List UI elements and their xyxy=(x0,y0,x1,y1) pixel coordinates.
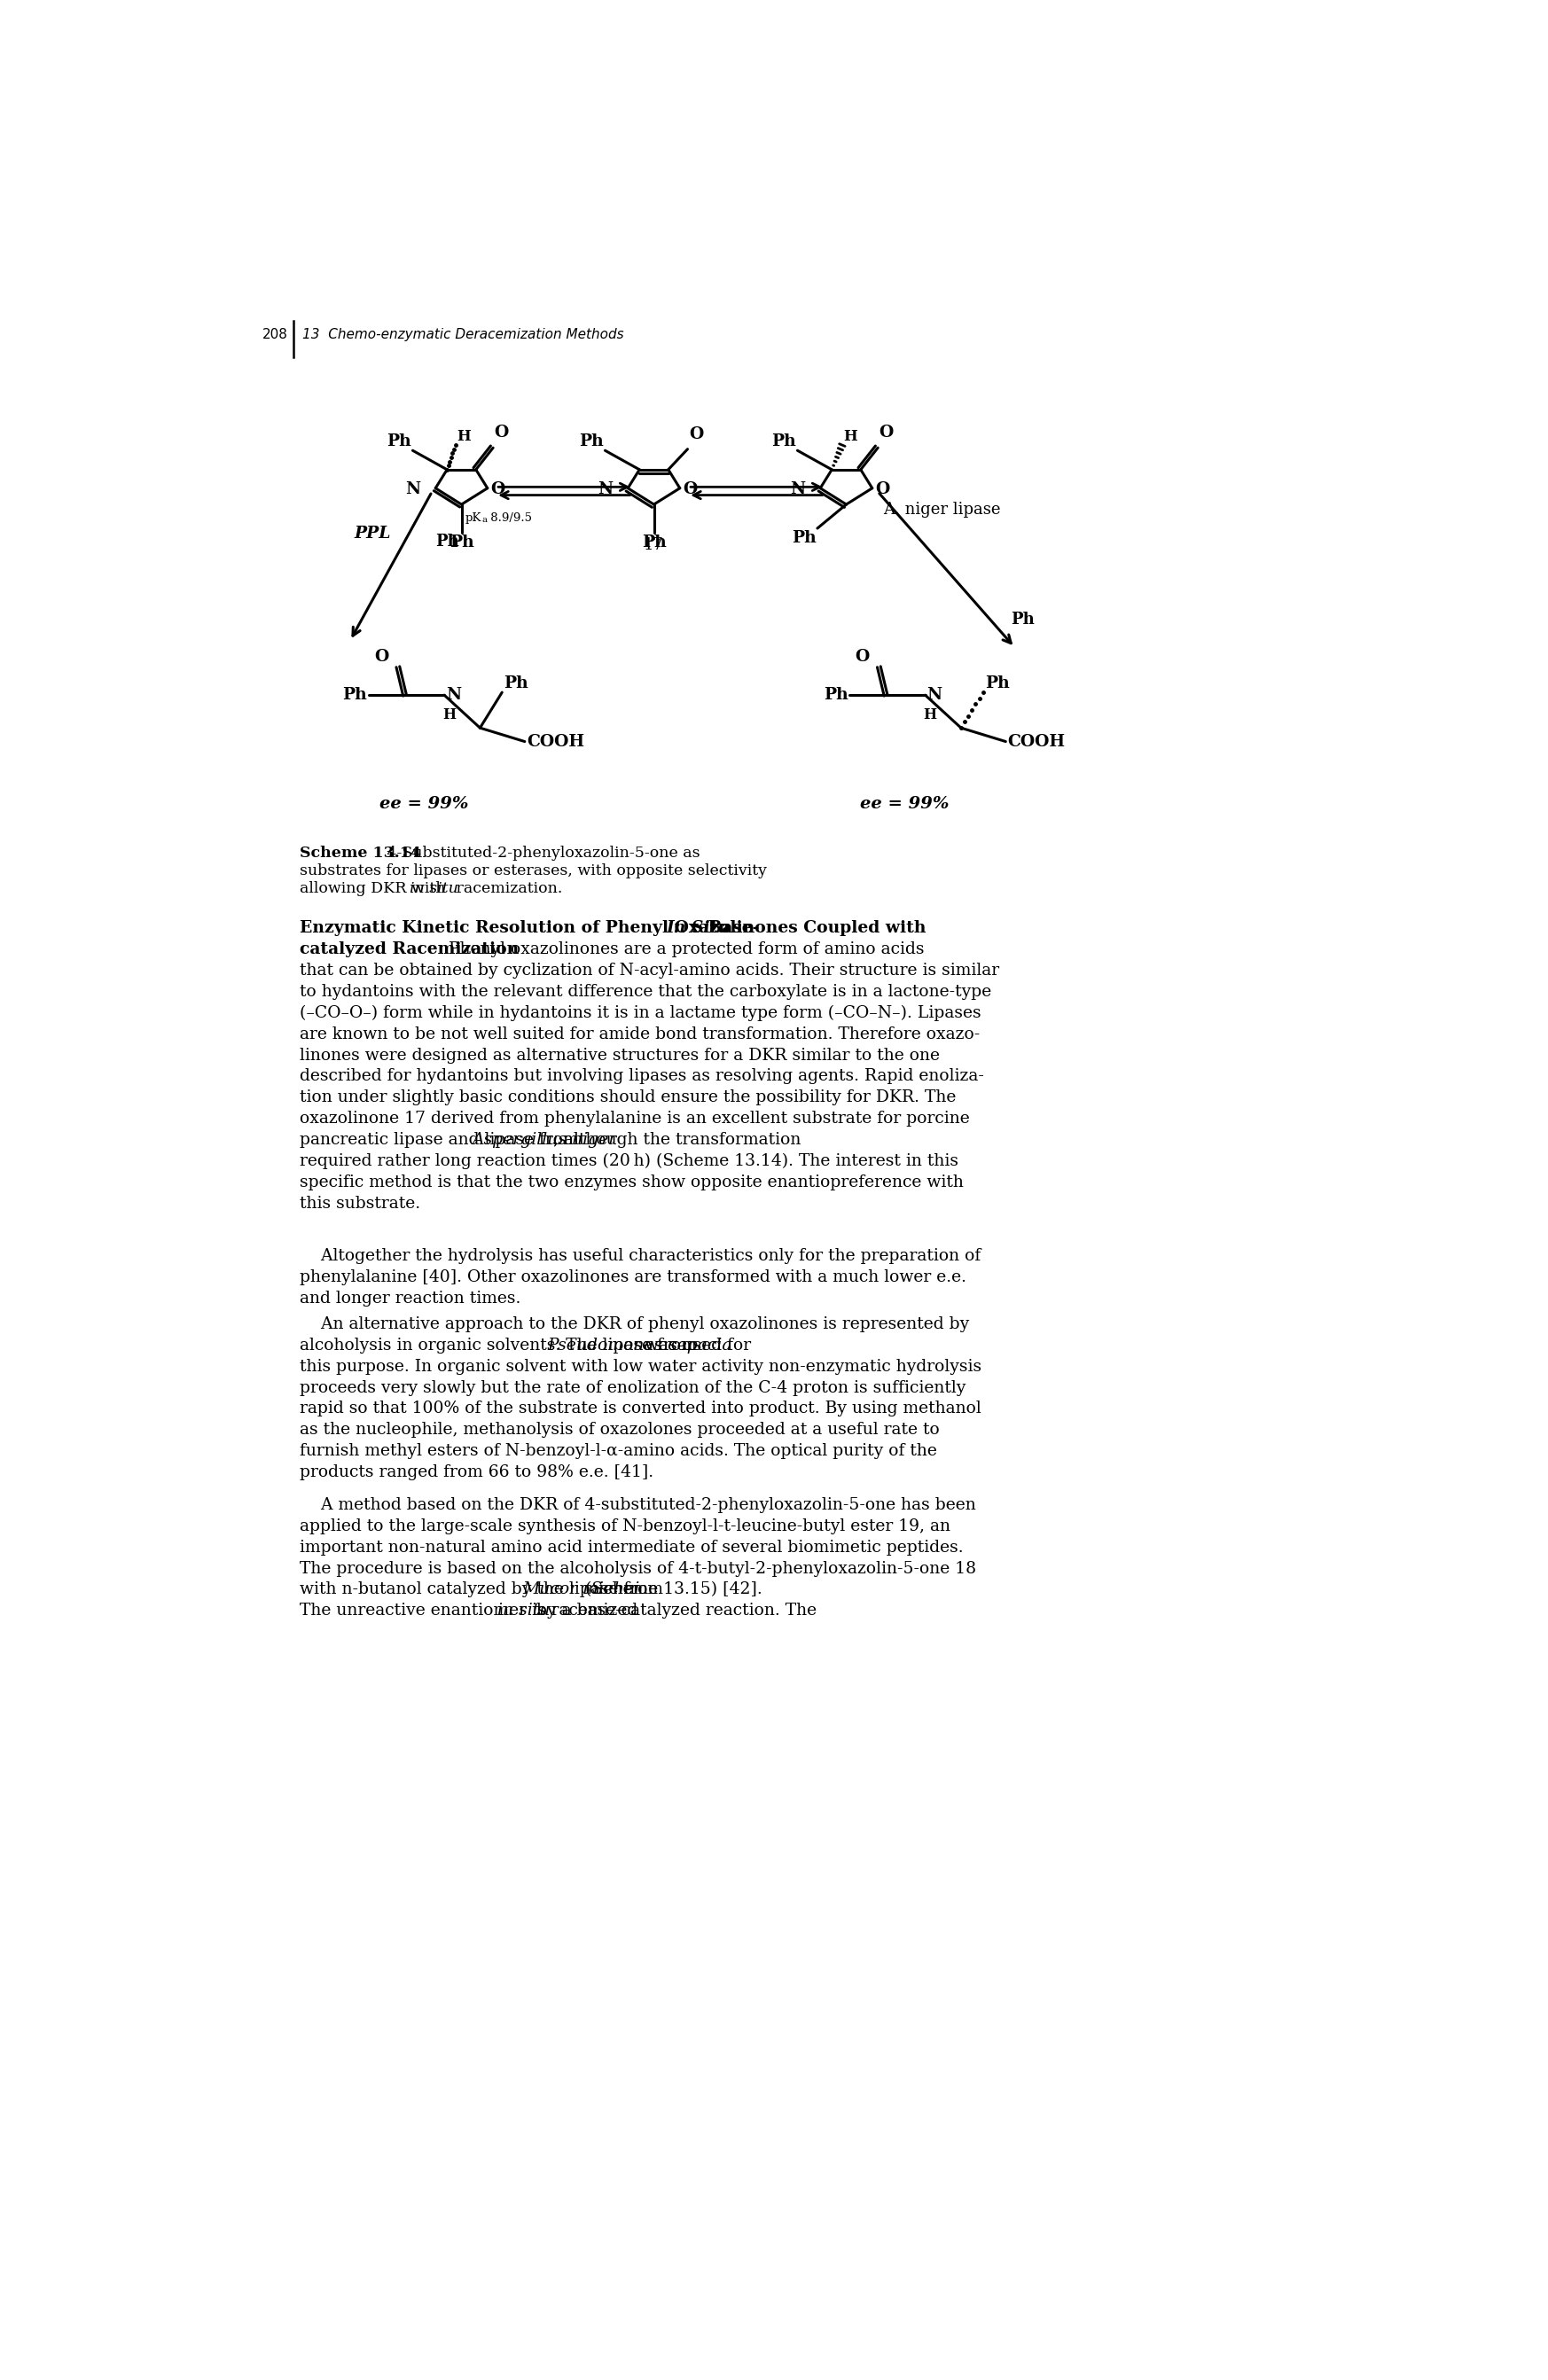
Text: furnish methyl esters of N-benzoyl-l-α-amino acids. The optical purity of the: furnish methyl esters of N-benzoyl-l-α-a… xyxy=(300,1442,938,1459)
Text: N: N xyxy=(598,481,613,497)
Text: N: N xyxy=(789,481,805,497)
Text: O: O xyxy=(375,650,389,664)
Text: COOH: COOH xyxy=(526,733,585,750)
Text: O: O xyxy=(494,426,509,440)
Text: Pseudomonas cepacia: Pseudomonas cepacia xyxy=(548,1338,732,1354)
Text: required rather long reaction times (20 h) (Scheme 13.14). The interest in this: required rather long reaction times (20 … xyxy=(300,1152,958,1169)
Text: (–CO–O–) form while in hydantoins it is in a lactame type form (–CO–N–). Lipases: (–CO–O–) form while in hydantoins it is … xyxy=(300,1004,981,1021)
Text: was used for: was used for xyxy=(639,1338,751,1354)
Text: 8.9/9.5: 8.9/9.5 xyxy=(488,512,533,524)
Text: catalyzed Racemization: catalyzed Racemization xyxy=(300,942,519,957)
Text: O: O xyxy=(491,481,505,497)
Text: and longer reaction times.: and longer reaction times. xyxy=(300,1290,522,1307)
Text: N: N xyxy=(406,481,421,497)
Text: N: N xyxy=(927,688,941,702)
Text: O: O xyxy=(876,481,890,497)
Text: Scheme 13.14: Scheme 13.14 xyxy=(300,845,421,859)
Text: Phenyl oxazolinones are a protected form of amino acids: Phenyl oxazolinones are a protected form… xyxy=(427,942,924,957)
Text: with n-butanol catalyzed by the lipase from: with n-butanol catalyzed by the lipase f… xyxy=(300,1583,669,1597)
Text: Ph: Ph xyxy=(641,536,666,550)
Text: O: O xyxy=(854,650,870,664)
Text: proceeds very slowly but the rate of enolization of the C-4 proton is sufficient: proceeds very slowly but the rate of eno… xyxy=(300,1380,966,1395)
Text: H: H xyxy=(844,428,858,443)
Text: rapid so that 100% of the substrate is converted into product. By using methanol: rapid so that 100% of the substrate is c… xyxy=(300,1402,981,1416)
Text: Ph: Ph xyxy=(342,688,367,702)
Text: alcoholysis in organic solvents. The lipase from: alcoholysis in organic solvents. The lip… xyxy=(300,1338,703,1354)
Text: 13  Chemo-enzymatic Deracemization Methods: 13 Chemo-enzymatic Deracemization Method… xyxy=(302,328,624,340)
Text: An alternative approach to the DKR of phenyl oxazolinones is represented by: An alternative approach to the DKR of ph… xyxy=(300,1316,969,1333)
Text: 4-Substituted-2-phenyloxazolin-5-one as: 4-Substituted-2-phenyloxazolin-5-one as xyxy=(382,845,700,859)
Text: The procedure is based on the alcoholysis of 4-t-butyl-2-phenyloxazolin-5-one 18: The procedure is based on the alcoholysi… xyxy=(300,1561,977,1576)
Text: described for hydantoins but involving lipases as resolving agents. Rapid enoliz: described for hydantoins but involving l… xyxy=(300,1069,985,1085)
Text: are known to be not well suited for amide bond transformation. Therefore oxazo-: are known to be not well suited for amid… xyxy=(300,1026,980,1042)
Text: important non-natural amino acid intermediate of several biomimetic peptides.: important non-natural amino acid interme… xyxy=(300,1540,964,1557)
Text: A method based on the DKR of 4-substituted-2-phenyloxazolin-5-one has been: A method based on the DKR of 4-substitut… xyxy=(300,1497,977,1514)
Text: ee = 99%: ee = 99% xyxy=(861,797,949,812)
Text: pK: pK xyxy=(464,512,481,524)
Text: Ph: Ph xyxy=(435,533,460,550)
Text: Ph: Ph xyxy=(387,433,412,450)
Text: allowing DKR with: allowing DKR with xyxy=(300,881,450,895)
Text: Aspergillus niger: Aspergillus niger xyxy=(472,1133,616,1147)
Text: 208: 208 xyxy=(263,328,288,340)
Text: Ph: Ph xyxy=(579,433,604,450)
Text: Ph: Ph xyxy=(791,531,816,545)
Text: substrates for lipases or esterases, with opposite selectivity: substrates for lipases or esterases, wit… xyxy=(300,864,768,878)
Text: Ph: Ph xyxy=(1011,612,1036,628)
Text: The unreactive enantiomer is racemized: The unreactive enantiomer is racemized xyxy=(300,1602,644,1618)
Text: Mucor miehei: Mucor miehei xyxy=(522,1583,639,1597)
Text: in situ: in situ xyxy=(410,881,458,895)
Text: Enzymatic Kinetic Resolution of Phenyl Oxazolinones Coupled with: Enzymatic Kinetic Resolution of Phenyl O… xyxy=(300,921,932,935)
Text: applied to the large-scale synthesis of N-benzoyl-l-t-leucine-butyl ester 19, an: applied to the large-scale synthesis of … xyxy=(300,1518,950,1535)
Text: products ranged from 66 to 98% e.e. [41].: products ranged from 66 to 98% e.e. [41]… xyxy=(300,1464,653,1480)
Text: O: O xyxy=(879,426,893,440)
Text: , although the transformation: , although the transformation xyxy=(554,1133,802,1147)
Text: ee = 99%: ee = 99% xyxy=(379,797,467,812)
Text: O: O xyxy=(689,426,703,443)
Text: Ph: Ph xyxy=(771,433,796,450)
Text: Ph: Ph xyxy=(449,536,474,550)
Text: tion under slightly basic conditions should ensure the possibility for DKR. The: tion under slightly basic conditions sho… xyxy=(300,1090,957,1107)
Text: COOH: COOH xyxy=(1008,733,1065,750)
Text: a: a xyxy=(481,516,488,524)
Text: linones were designed as alternative structures for a DKR similar to the one: linones were designed as alternative str… xyxy=(300,1047,940,1064)
Text: to hydantoins with the relevant difference that the carboxylate is in a lactone-: to hydantoins with the relevant differen… xyxy=(300,983,992,1000)
Text: by a base-catalyzed reaction. The: by a base-catalyzed reaction. The xyxy=(531,1602,816,1618)
Text: oxazolinone 17 derived from phenylalanine is an excellent substrate for porcine: oxazolinone 17 derived from phenylalanin… xyxy=(300,1111,971,1126)
Text: Ph: Ph xyxy=(824,688,848,702)
Text: O: O xyxy=(683,481,698,497)
Text: this substrate.: this substrate. xyxy=(300,1195,421,1211)
Text: N: N xyxy=(446,688,461,702)
Text: that can be obtained by cyclization of N-acyl-amino acids. Their structure is si: that can be obtained by cyclization of N… xyxy=(300,962,1000,978)
Text: In Situ: In Situ xyxy=(666,921,729,935)
Text: (Scheme 13.15) [42].: (Scheme 13.15) [42]. xyxy=(580,1583,762,1597)
Text: this purpose. In organic solvent with low water activity non-enzymatic hydrolysi: this purpose. In organic solvent with lo… xyxy=(300,1359,981,1376)
Text: racemization.: racemization. xyxy=(450,881,562,895)
Text: 17: 17 xyxy=(644,538,664,552)
Text: Ph: Ph xyxy=(985,676,1009,690)
Text: specific method is that the two enzymes show opposite enantiopreference with: specific method is that the two enzymes … xyxy=(300,1173,964,1190)
Text: H: H xyxy=(923,707,937,724)
Text: Altogether the hydrolysis has useful characteristics only for the preparation of: Altogether the hydrolysis has useful cha… xyxy=(300,1247,981,1264)
Text: PPL: PPL xyxy=(354,526,390,543)
Text: Base-: Base- xyxy=(701,921,759,935)
Text: H: H xyxy=(457,428,471,443)
Text: as the nucleophile, methanolysis of oxazolones proceeded at a useful rate to: as the nucleophile, methanolysis of oxaz… xyxy=(300,1421,940,1438)
Text: A. niger lipase: A. niger lipase xyxy=(884,502,1000,519)
Text: phenylalanine [40]. Other oxazolinones are transformed with a much lower e.e.: phenylalanine [40]. Other oxazolinones a… xyxy=(300,1269,966,1285)
Text: in situ: in situ xyxy=(497,1602,550,1618)
Text: pancreatic lipase and lipase from: pancreatic lipase and lipase from xyxy=(300,1133,584,1147)
Text: H: H xyxy=(443,707,455,724)
Text: Ph: Ph xyxy=(505,676,529,690)
